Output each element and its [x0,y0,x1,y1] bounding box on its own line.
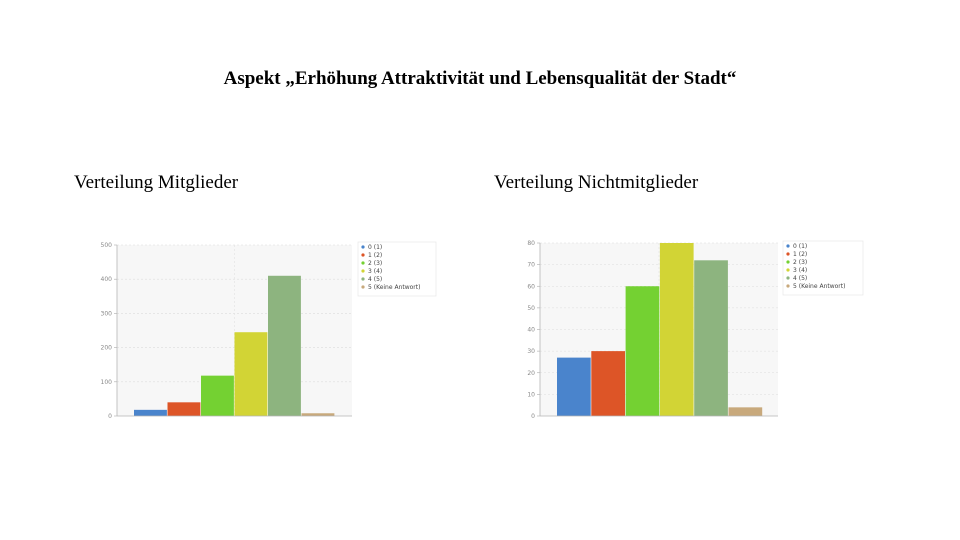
y-tick-label: 50 [527,305,535,312]
legend-label-4: 4 (5) [793,275,807,282]
y-tick-label: 0 [531,413,535,420]
chart-title-members: Verteilung Mitglieder [74,172,239,193]
bar-2 [201,375,234,416]
y-tick-label: 100 [101,379,113,386]
y-tick-label: 10 [527,391,535,398]
legend-marker-3 [361,269,365,273]
slide-title: Aspekt „Erhöhung Attraktivität und Leben… [223,68,737,89]
bar-5 [728,407,763,416]
y-tick-label: 20 [527,370,535,377]
y-tick-label: 40 [527,327,535,334]
legend-marker-1 [361,253,365,257]
bar-3 [234,332,268,416]
legend-label-3: 3 (4) [793,267,807,274]
legend-marker-2 [786,260,790,264]
legend-marker-0 [361,245,365,249]
legend-marker-3 [786,268,790,272]
legend-marker-5 [786,284,790,288]
legend-label-1: 1 (2) [368,252,382,259]
legend-marker-0 [786,244,790,248]
legend-marker-4 [361,277,365,281]
legend-label-5: 5 (Keine Antwort) [793,283,845,290]
bar-4 [268,275,301,416]
legend-marker-1 [786,252,790,256]
bar-5 [301,413,335,416]
bar-0 [134,409,167,416]
legend-label-1: 1 (2) [793,251,807,258]
legend-label-0: 0 (1) [368,244,382,251]
bar-1 [167,402,201,416]
legend-label-3: 3 (4) [368,268,382,275]
y-tick-label: 400 [101,276,113,283]
legend-marker-4 [786,276,790,280]
y-tick-label: 60 [527,283,535,290]
y-tick-label: 0 [108,413,112,420]
bar-3 [659,243,694,416]
legend-label-2: 2 (3) [793,259,807,266]
y-tick-label: 200 [101,345,113,352]
legend-label-0: 0 (1) [793,243,807,250]
bar-2 [625,286,660,416]
legend-marker-5 [361,285,365,289]
legend-box [357,241,437,297]
y-tick-label: 300 [101,310,113,317]
chart-title-nonmembers: Verteilung Nichtmitglieder [494,172,699,193]
legend-marker-2 [361,261,365,265]
chart-nonmembers: 0 10 20 30 40 50 60 70 80 0 (1)1 (2)2 (3)3 (4)4 (… [527,240,864,420]
bar-1 [591,351,625,416]
bar-0 [557,357,591,416]
legend-label-2: 2 (3) [368,260,382,267]
chart-members: 0 100 200 300 400 500 0 (1)1 (2)2 (3)3 (4)4 (5… [101,241,437,420]
y-tick-label: 80 [527,240,535,247]
legend-label-5: 5 (Keine Antwort) [368,284,420,291]
y-tick-label: 500 [101,242,113,249]
y-tick-label: 70 [527,262,535,269]
legend-label-4: 4 (5) [368,276,382,283]
y-tick-label: 30 [527,348,535,355]
legend-box [782,240,864,296]
bar-4 [694,260,728,416]
